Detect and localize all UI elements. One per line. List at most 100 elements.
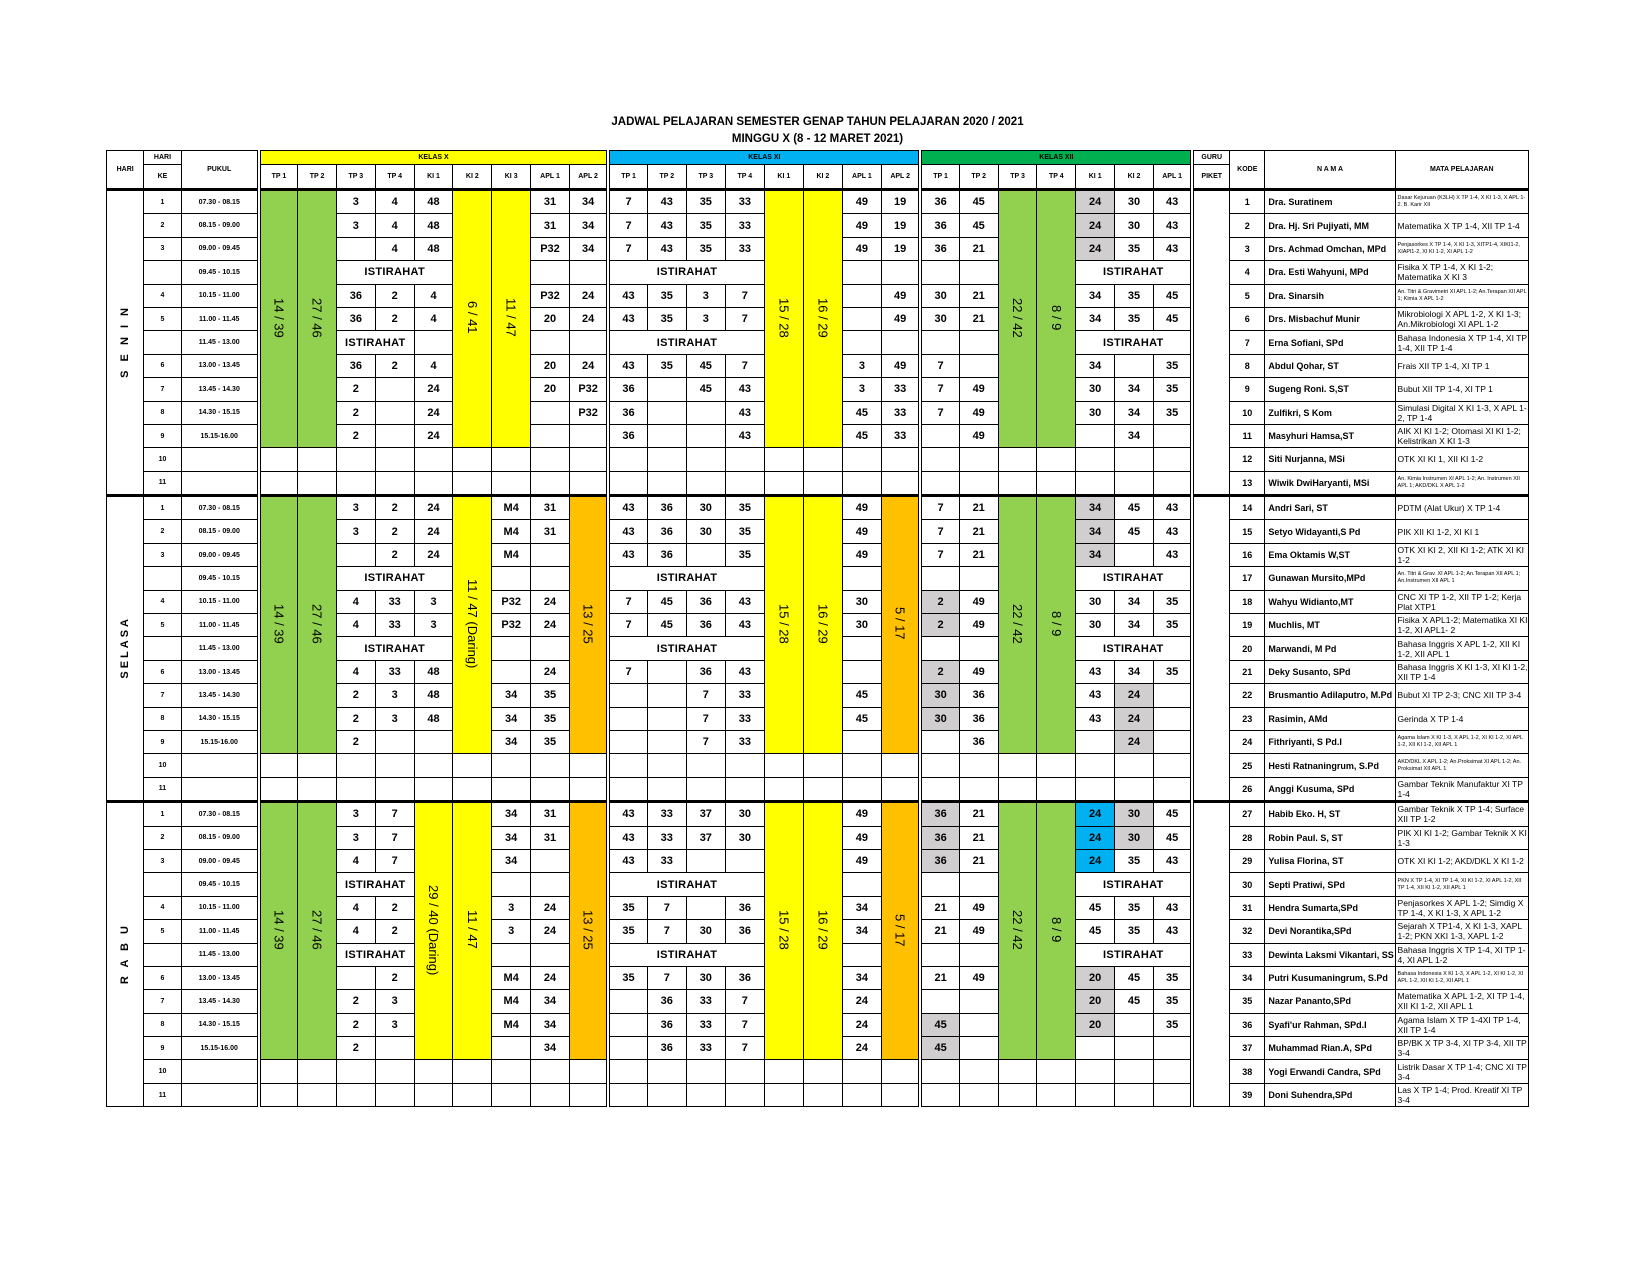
schedule-cell: 34 xyxy=(491,848,532,874)
schedule-cell: 30 xyxy=(1114,187,1154,215)
schedule-cell: 33 xyxy=(724,213,765,238)
schedule-cell: 30 xyxy=(1075,589,1116,615)
merged-class-block: 22 / 42 xyxy=(997,800,1038,1061)
schedule-cell: 45 xyxy=(841,683,882,708)
teacher-nama: Robin Paul. S, ST xyxy=(1264,825,1396,850)
teacher-nama: Drs. Achmad Omchan, MPd xyxy=(1264,236,1396,262)
schedule-cell xyxy=(880,330,921,355)
schedule-cell: 4 xyxy=(335,589,376,615)
schedule-cell xyxy=(646,1059,687,1084)
schedule-cell xyxy=(763,1059,804,1084)
schedule-cell xyxy=(256,753,299,778)
teacher-kode: 16 xyxy=(1229,542,1266,568)
teacher-kode: 24 xyxy=(1229,729,1266,755)
schedule-cell xyxy=(958,872,999,897)
merged-class-block: 22 / 42 xyxy=(997,494,1038,755)
teacher-nama: Anggi Kusuma, SPd xyxy=(1264,776,1396,803)
hari-ke-cell: 6 xyxy=(143,659,182,685)
schedule-cell: 36 xyxy=(918,236,960,262)
schedule-cell: 43 xyxy=(724,400,765,425)
schedule-cell xyxy=(606,776,648,803)
merged-class-block: 11 / 47 (Daring) xyxy=(452,494,493,755)
teacher-mata-pelajaran: Gambar Teknik Manufaktur XI TP 1-4 xyxy=(1394,776,1530,803)
schedule-cell xyxy=(606,729,648,755)
schedule-row: 2 08.15 - 09.00 3 4 48 31 34 7 43 35 33 49 19 36 45 24 3… xyxy=(107,213,1530,238)
schedule-cell xyxy=(530,636,570,661)
schedule-cell: 49 xyxy=(958,895,999,921)
teacher-mata-pelajaran: Agama Islam X TP 1-4XI TP 1-4, XII TP 1-… xyxy=(1394,1012,1530,1038)
istirahat-cell: ISTIRAHAT xyxy=(606,636,765,661)
schedule-cell xyxy=(1114,1082,1154,1108)
schedule-cell: 33 xyxy=(724,187,765,215)
schedule-cell: 49 xyxy=(958,919,999,944)
header-pukul: PUKUL xyxy=(180,150,260,190)
schedule-cell: 4 xyxy=(413,306,454,332)
schedule-cell xyxy=(997,776,1038,803)
schedule-row: 10 12 Siti Nurjanna, MSi OTK XI KI 1, XII K… xyxy=(107,447,1530,472)
schedule-cell xyxy=(452,470,493,497)
teacher-mata-pelajaran: Sejarah X TP1-4, X KI 1-3, XAPL 1-2; PKN… xyxy=(1394,919,1530,944)
schedule-cell: 36 xyxy=(918,800,960,827)
schedule-cell: 7 xyxy=(646,965,687,991)
schedule-cell: 49 xyxy=(958,659,999,685)
istirahat-cell: ISTIRAHAT xyxy=(335,566,454,591)
schedule-cell xyxy=(297,1082,337,1108)
column-header: KI 1 xyxy=(1075,164,1116,190)
schedule-cell: 21 xyxy=(918,895,960,921)
schedule-cell xyxy=(958,330,999,355)
schedule-cell xyxy=(997,1082,1038,1108)
column-header: KI 1 xyxy=(413,164,454,190)
schedule-cell xyxy=(1114,447,1154,472)
schedule-row: 5 11.00 - 11.45 4 2 3 24 35 7 30 36 34 21 49 45 35 43 32… xyxy=(107,919,1530,944)
schedule-cell xyxy=(413,753,454,778)
header-guru-piket-bottom: PIKET xyxy=(1190,164,1231,190)
schedule-cell: 21 xyxy=(958,283,999,308)
hari-ke-cell: 5 xyxy=(143,306,182,332)
schedule-cell: 30 xyxy=(841,613,882,638)
schedule-cell xyxy=(880,1082,921,1108)
block-label: 22 / 42 xyxy=(1010,297,1026,338)
schedule-cell: 45 xyxy=(1075,919,1116,944)
teacher-nama: Hendra Sumarta,SPd xyxy=(1264,895,1396,921)
header-hari: HARI xyxy=(105,150,145,190)
teacher-kode: 31 xyxy=(1229,895,1266,921)
schedule-cell: 35 xyxy=(685,236,726,262)
merged-class-block: 22 / 42 xyxy=(997,187,1038,449)
schedule-cell xyxy=(646,377,687,402)
schedule-cell xyxy=(880,1059,921,1084)
schedule-cell xyxy=(452,776,493,803)
teacher-nama: Siti Nurjanna, MSi xyxy=(1264,447,1396,472)
schedule-row: 9 15.15-16.00 2 34 35 7 33 36 24 24 Fithriyanti, S… xyxy=(107,729,1530,755)
schedule-cell xyxy=(1036,447,1077,472)
schedule-cell xyxy=(568,470,609,497)
block-label: 16 / 29 xyxy=(815,909,831,950)
schedule-cell: 2 xyxy=(335,1036,376,1061)
schedule-cell xyxy=(568,776,609,803)
block-label: 8 / 9 xyxy=(1048,917,1064,943)
header-mata: MATA PELAJARAN xyxy=(1394,150,1530,190)
pukul-cell: 14.30 - 15.15 xyxy=(180,1012,260,1038)
column-header: TP 2 xyxy=(958,164,999,190)
teacher-mata-pelajaran: BP/BK X TP 3-4, XI TP 3-4, XII TP 3-4 xyxy=(1394,1036,1530,1061)
block-label: 27 / 46 xyxy=(309,909,325,950)
teacher-nama: Doni Suhendra,SPd xyxy=(1264,1082,1396,1108)
teacher-nama: Setyo Widayanti,S Pd xyxy=(1264,519,1396,544)
schedule-cell: 33 xyxy=(646,800,687,827)
schedule-cell: 33 xyxy=(724,706,765,731)
schedule-cell: 49 xyxy=(841,848,882,874)
schedule-cell: 36 xyxy=(335,306,376,332)
teacher-nama: Yogi Erwandi Candra, SPd xyxy=(1264,1059,1396,1084)
schedule-cell: 4 xyxy=(335,895,376,921)
pukul-cell: 11.00 - 11.45 xyxy=(180,613,260,638)
schedule-cell: 43 xyxy=(1152,213,1193,238)
schedule-cell xyxy=(646,447,687,472)
schedule-cell: 36 xyxy=(958,706,999,731)
pukul-cell: 09.45 - 10.15 xyxy=(180,260,260,285)
teacher-kode: 8 xyxy=(1229,353,1266,379)
schedule-cell: 36 xyxy=(606,400,648,425)
teacher-mata-pelajaran: Simulasi Digital X KI 1-3, X APL 1-2, TP… xyxy=(1394,400,1530,425)
page-subtitle: MINGGU X (8 - 12 MARET 2021) xyxy=(731,133,904,145)
schedule-row: 5 11.00 - 11.45 36 2 4 20 24 43 35 3 7 49 30 21 34 35 45… xyxy=(107,306,1530,332)
teacher-nama: Deky Susanto, SPd xyxy=(1264,659,1396,685)
istirahat-cell: ISTIRAHAT xyxy=(335,942,415,967)
